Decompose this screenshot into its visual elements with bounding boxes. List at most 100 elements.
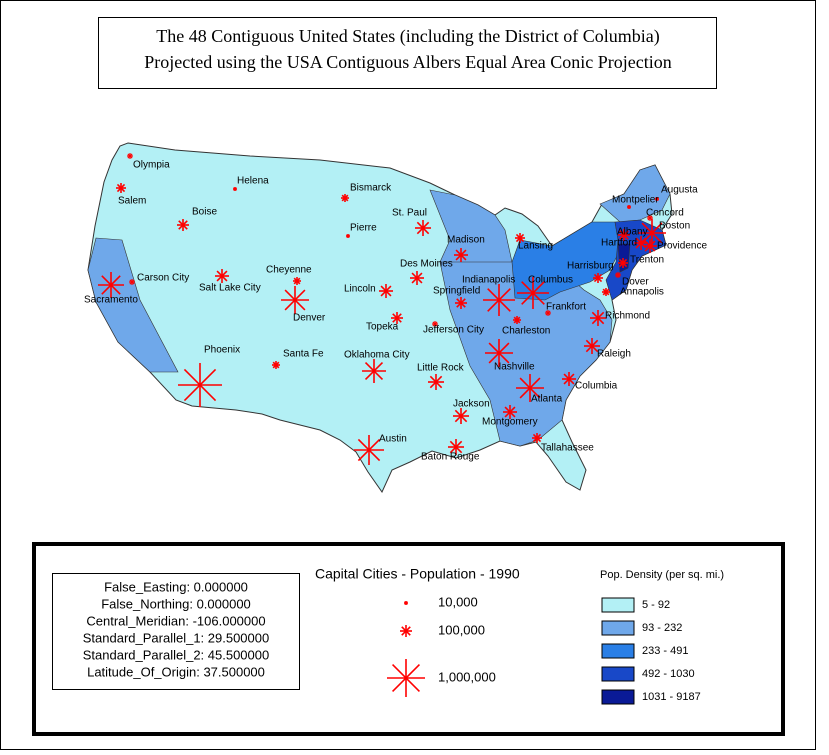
- star-stroke: [545, 310, 551, 316]
- projection-parameter: Standard_Parallel_2: 45.500000: [83, 647, 269, 662]
- city-label: Helena: [237, 176, 269, 187]
- city-label: Albany: [617, 227, 648, 238]
- city-label: Lansing: [518, 241, 553, 252]
- city-label: Little Rock: [417, 363, 465, 374]
- us-map: [87, 142, 673, 494]
- projection-parameter: Latitude_Of_Origin: 37.500000: [87, 664, 265, 679]
- projection-box: [52, 573, 300, 690]
- city-label: St. Paul: [392, 208, 427, 219]
- star-stroke: [392, 313, 402, 323]
- symbol-legend-title: Capital Cities - Population - 1990: [315, 566, 520, 582]
- density-label: 1031 - 9187: [642, 691, 701, 703]
- city-label: Concord: [646, 208, 684, 219]
- city-label: Atlanta: [531, 394, 563, 405]
- star-stroke: [647, 215, 653, 221]
- city-label: Lincoln: [344, 284, 376, 295]
- city-label: Springfield: [433, 286, 480, 297]
- city-label: Jackson: [453, 399, 490, 410]
- city-label: Phoenix: [204, 345, 240, 356]
- city-label: Dover: [622, 277, 649, 288]
- city-label: Richmond: [605, 311, 650, 322]
- star-stroke: [357, 438, 381, 462]
- city-label: Columbia: [575, 381, 618, 392]
- density-swatch: [601, 620, 635, 636]
- city-label: Boston: [659, 221, 690, 232]
- star-stroke: [127, 153, 133, 159]
- projection-parameter: Standard_Parallel_1: 29.500000: [83, 630, 269, 645]
- star-stroke: [233, 187, 237, 191]
- star-stroke: [563, 373, 575, 385]
- star-stroke: [411, 272, 423, 284]
- star-stroke: [178, 220, 188, 230]
- star-stroke: [416, 221, 430, 235]
- star-stroke: [585, 339, 599, 353]
- star-stroke: [618, 258, 628, 268]
- star-stroke: [627, 205, 631, 209]
- star-stroke: [487, 288, 511, 312]
- star-stroke: [449, 440, 463, 454]
- star-stroke: [504, 406, 516, 418]
- city-label: Santa Fe: [283, 349, 324, 360]
- city-label: Salem: [118, 196, 146, 207]
- star-stroke: [183, 368, 217, 402]
- star-stroke: [284, 289, 306, 311]
- capital-cities: Olympia Salem Boise Helena Bismarck Pierre St.…: [84, 153, 707, 465]
- star-stroke: [346, 234, 350, 238]
- city-label: Madison: [447, 235, 485, 246]
- star-stroke: [593, 273, 603, 283]
- city-label: Salt Lake City: [199, 283, 261, 294]
- star-stroke: [591, 311, 605, 325]
- legend: False_Easting: 0.000000 False_Northing: 0…: [83, 566, 724, 705]
- density-label: 93 - 232: [642, 622, 682, 634]
- star-stroke: [129, 279, 135, 285]
- star-stroke: [513, 316, 521, 324]
- symbol-legend-label: 1,000,000: [438, 669, 496, 684]
- city-label: Oklahoma City: [344, 350, 410, 361]
- star-stroke: [432, 321, 438, 327]
- city-label: Austin: [379, 434, 407, 445]
- density-region: [87, 237, 179, 373]
- city-label: Des Moines: [400, 259, 453, 270]
- star-stroke: [272, 361, 280, 369]
- city-label: Boise: [192, 207, 217, 218]
- city-label: Baton Rouge: [421, 452, 480, 463]
- star-stroke: [519, 377, 541, 399]
- star-stroke: [391, 663, 421, 693]
- star-stroke: [341, 194, 349, 202]
- city-label: Hartford: [601, 238, 637, 249]
- density-legend-title: Pop. Density (per sq. mi.): [600, 569, 724, 581]
- city-label: Denver: [293, 313, 326, 324]
- star-stroke: [429, 375, 443, 389]
- star-stroke: [635, 237, 647, 249]
- star-stroke: [404, 601, 408, 605]
- projection-parameter: False_Easting: 0.000000: [104, 579, 248, 594]
- city-label: Pierre: [350, 223, 377, 234]
- density-region: [605, 219, 667, 301]
- city-label: Trenton: [630, 255, 664, 266]
- city-label: Topeka: [366, 322, 399, 333]
- star-stroke: [521, 281, 545, 305]
- density-swatch: [601, 666, 635, 682]
- star-stroke: [456, 298, 466, 308]
- city-label: Montgomery: [482, 417, 538, 428]
- density-swatch: [601, 597, 635, 613]
- density-label: 233 - 491: [642, 645, 688, 657]
- city-label: Tallahassee: [541, 443, 594, 454]
- star-stroke: [515, 233, 525, 243]
- star-stroke: [293, 277, 301, 285]
- star-stroke: [488, 342, 510, 364]
- star-stroke: [455, 249, 467, 261]
- city-label: Olympia: [133, 160, 170, 171]
- city-label: Cheyenne: [266, 265, 312, 276]
- projection-parameter: Central_Meridian: -106.000000: [86, 613, 265, 628]
- title-box: [98, 17, 717, 89]
- star-stroke: [454, 409, 468, 423]
- star-stroke: [615, 272, 621, 278]
- city-label: Augusta: [661, 185, 698, 196]
- density-swatch: [601, 689, 635, 705]
- city-label: Bismarck: [350, 183, 392, 194]
- density-swatch: [601, 643, 635, 659]
- city-label: Columbus: [528, 275, 573, 286]
- city-label: Sacramento: [84, 295, 138, 306]
- city-label: Charleston: [502, 326, 550, 337]
